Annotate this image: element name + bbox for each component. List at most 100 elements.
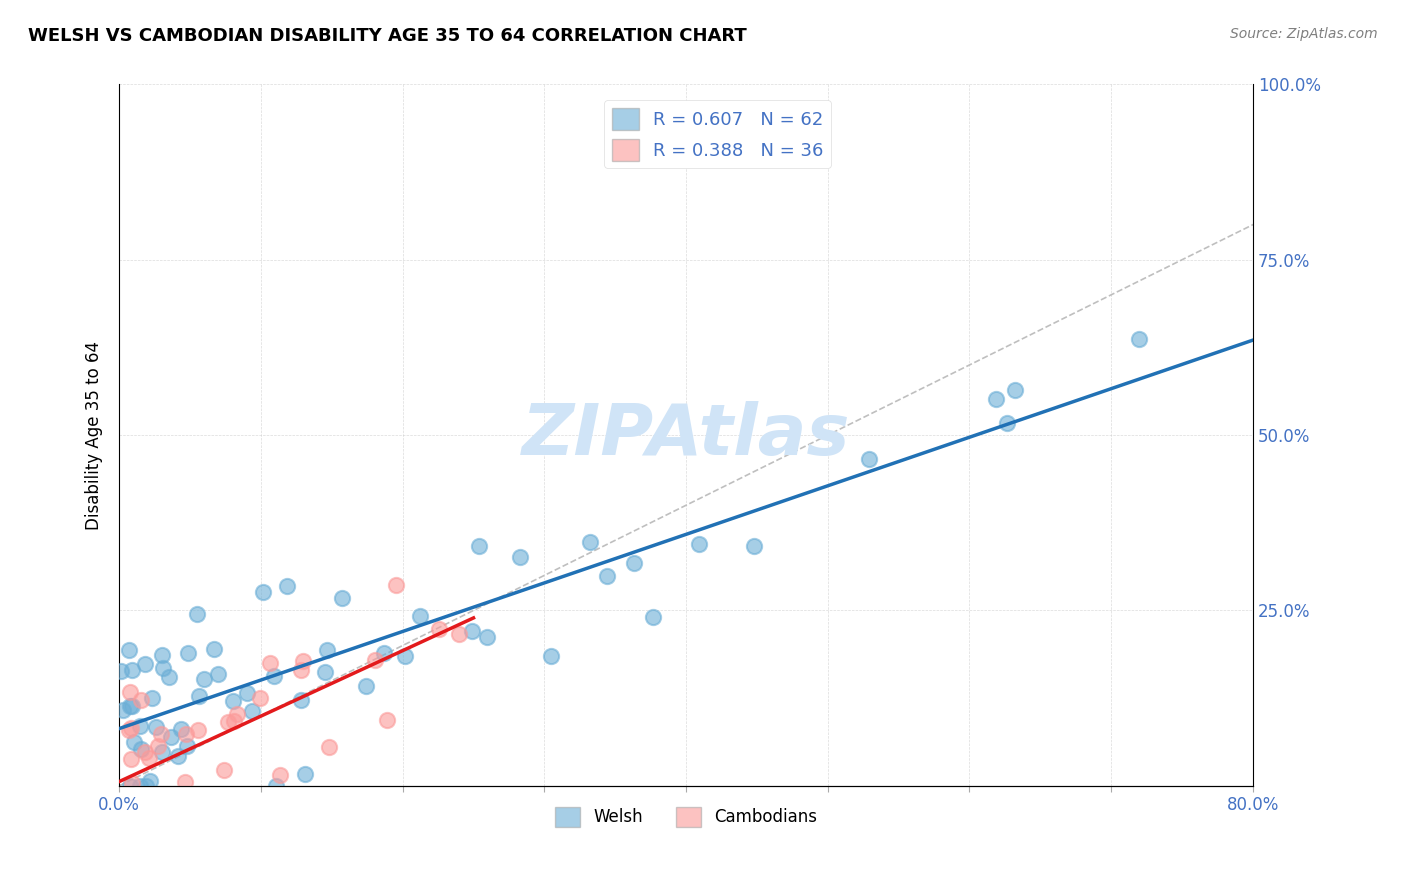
Point: [167, 748, 190, 763]
Point: [222, 694, 245, 708]
Point: [120, 779, 142, 793]
Point: [290, 693, 312, 707]
Point: [129, 741, 152, 756]
Point: [264, 779, 287, 793]
Text: ZIPAtlas: ZIPAtlas: [522, 401, 851, 469]
Point: [742, 539, 765, 553]
Point: [641, 609, 664, 624]
Point: [134, 657, 156, 671]
Point: [316, 642, 339, 657]
Point: [149, 727, 172, 741]
Point: [134, 745, 156, 759]
Point: [131, 814, 153, 828]
Point: [330, 591, 353, 606]
Point: [984, 392, 1007, 406]
Point: [129, 719, 152, 733]
Point: [135, 779, 157, 793]
Point: [1128, 332, 1150, 346]
Text: Source: ZipAtlas.com: Source: ZipAtlas.com: [1230, 27, 1378, 41]
Point: [207, 666, 229, 681]
Point: [120, 699, 142, 714]
Point: [509, 549, 531, 564]
Point: [121, 776, 143, 790]
Point: [394, 649, 416, 664]
Point: [688, 537, 710, 551]
Point: [249, 690, 271, 705]
Point: [214, 764, 236, 778]
Point: [174, 727, 197, 741]
Point: [186, 607, 208, 621]
Point: [461, 624, 484, 638]
Point: [222, 714, 245, 728]
Point: [427, 622, 450, 636]
Point: [174, 775, 197, 789]
Point: [375, 713, 398, 727]
Point: [193, 672, 215, 686]
Point: [269, 767, 291, 781]
Point: [169, 722, 191, 736]
Point: [202, 642, 225, 657]
Point: [112, 703, 135, 717]
Legend: Welsh, Cambodians: Welsh, Cambodians: [548, 800, 824, 833]
Point: [364, 653, 387, 667]
Point: [356, 679, 378, 693]
Point: [118, 685, 141, 699]
Point: [318, 740, 340, 755]
Point: [578, 534, 600, 549]
Point: [114, 814, 136, 828]
Text: WELSH VS CAMBODIAN DISABILITY AGE 35 TO 64 CORRELATION CHART: WELSH VS CAMBODIAN DISABILITY AGE 35 TO …: [28, 27, 747, 45]
Point: [373, 646, 395, 660]
Point: [294, 767, 316, 781]
Point: [176, 739, 198, 753]
Point: [290, 664, 312, 678]
Point: [145, 720, 167, 734]
Point: [623, 556, 645, 570]
Point: [124, 734, 146, 748]
Point: [159, 670, 181, 684]
Point: [139, 773, 162, 788]
Point: [449, 627, 471, 641]
Point: [995, 416, 1018, 430]
Point: [540, 648, 562, 663]
Point: [187, 723, 209, 737]
Point: [129, 693, 152, 707]
Point: [121, 699, 143, 714]
Point: [160, 730, 183, 744]
Point: [110, 814, 132, 828]
Point: [263, 669, 285, 683]
Point: [595, 569, 617, 583]
Point: [259, 656, 281, 670]
Point: [120, 751, 142, 765]
Point: [226, 706, 249, 721]
Point: [858, 452, 880, 467]
Point: [121, 663, 143, 677]
Point: [138, 751, 160, 765]
Point: [146, 739, 169, 753]
Point: [252, 584, 274, 599]
Point: [177, 646, 200, 660]
Point: [188, 689, 211, 703]
Point: [468, 539, 491, 553]
Point: [1004, 384, 1026, 398]
Point: [124, 812, 146, 826]
Point: [129, 814, 152, 828]
Y-axis label: Disability Age 35 to 64: Disability Age 35 to 64: [86, 341, 103, 530]
Point: [217, 714, 239, 729]
Point: [129, 796, 152, 810]
Point: [150, 745, 173, 759]
Point: [110, 665, 132, 679]
Point: [118, 643, 141, 657]
Point: [110, 814, 132, 828]
Point: [409, 608, 432, 623]
Point: [118, 723, 141, 737]
Point: [475, 630, 498, 644]
Point: [129, 779, 152, 793]
Point: [292, 654, 315, 668]
Point: [242, 704, 264, 718]
Point: [384, 577, 406, 591]
Point: [149, 796, 172, 810]
Point: [314, 665, 336, 680]
Point: [152, 661, 174, 675]
Point: [150, 648, 173, 662]
Point: [236, 686, 259, 700]
